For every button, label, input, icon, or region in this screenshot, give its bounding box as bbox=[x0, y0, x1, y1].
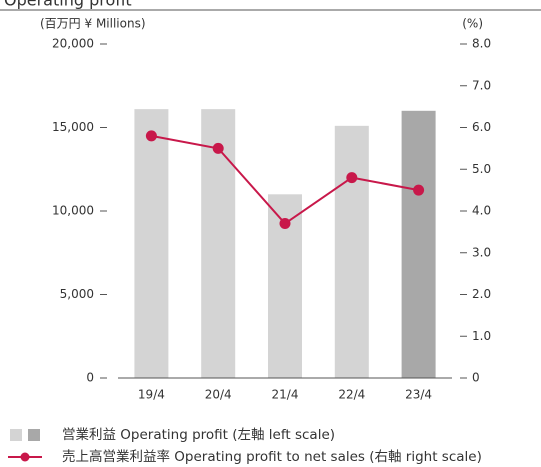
y2-axis-label: (%) bbox=[462, 17, 483, 31]
y2-tick-label: 7.0 bbox=[472, 78, 491, 92]
y2-tick-label: 2.0 bbox=[472, 287, 491, 301]
bar bbox=[334, 125, 369, 378]
y-tick-label: 20,000 bbox=[52, 37, 94, 51]
x-tick-label: 19/4 bbox=[138, 388, 165, 402]
line-marker bbox=[145, 130, 157, 142]
line-marker bbox=[346, 172, 358, 184]
legend-swatch bbox=[10, 429, 22, 441]
line-marker bbox=[413, 184, 425, 196]
y-tick-label: 15,000 bbox=[52, 120, 94, 134]
bar bbox=[401, 110, 436, 379]
y-tick-label: 5,000 bbox=[60, 287, 94, 301]
y2-tick-label: 3.0 bbox=[472, 245, 491, 259]
x-tick-label: 23/4 bbox=[405, 388, 432, 402]
y2-tick-label: 5.0 bbox=[472, 162, 491, 176]
bar bbox=[201, 109, 236, 378]
legend-label: 売上高営業利益率 Operating profit to net sales (… bbox=[62, 448, 482, 465]
y-tick-label: 10,000 bbox=[52, 204, 94, 218]
y-tick-label: 0 bbox=[86, 371, 94, 385]
y2-tick-label: 8.0 bbox=[472, 37, 491, 51]
y2-tick-label: 6.0 bbox=[472, 120, 491, 134]
y-axis-label: (百万円 ¥ Millions) bbox=[40, 17, 146, 31]
chart-title: Operating profit bbox=[4, 0, 132, 10]
legend-swatch bbox=[28, 429, 40, 441]
legend-label: 営業利益 Operating profit (左軸 left scale) bbox=[62, 427, 335, 443]
y2-tick-label: 1.0 bbox=[472, 329, 491, 343]
line-marker bbox=[212, 142, 224, 154]
y2-tick-label: 0 bbox=[472, 371, 480, 385]
legend-marker bbox=[20, 452, 30, 462]
x-tick-label: 20/4 bbox=[205, 388, 232, 402]
x-tick-label: 22/4 bbox=[338, 388, 365, 402]
y2-tick-label: 4.0 bbox=[472, 204, 491, 218]
line-marker bbox=[279, 218, 291, 230]
bar bbox=[134, 109, 169, 378]
x-tick-label: 21/4 bbox=[272, 388, 299, 402]
